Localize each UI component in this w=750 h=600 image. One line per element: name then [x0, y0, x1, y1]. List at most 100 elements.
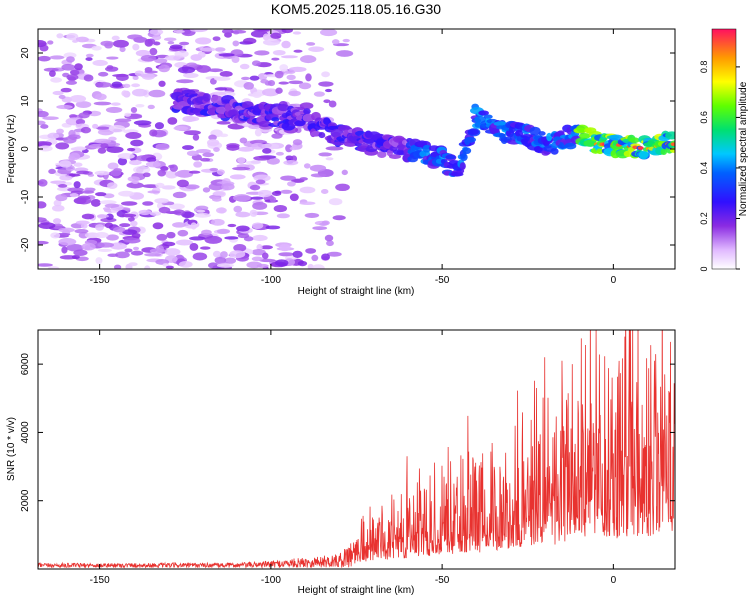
spectrogram-cell — [68, 155, 76, 161]
spectrogram-cell — [165, 170, 178, 179]
spectrogram-cell — [273, 205, 288, 213]
spectrogram-cell — [61, 246, 68, 254]
spectrogram-cell — [154, 122, 164, 130]
spectrogram-ridge-cell — [202, 93, 211, 102]
spectrogram-cell — [112, 39, 129, 48]
spectrogram-cell — [125, 132, 142, 139]
spectrogram-cell — [252, 234, 268, 242]
spectrogram-cell — [211, 91, 227, 96]
spectrogram-cell — [131, 88, 148, 97]
spectrogram-cell — [280, 55, 298, 59]
spectrogram-cell — [299, 177, 308, 181]
spectrogram-x-tick-label: -150 — [90, 275, 110, 286]
spectrogram-x-tick-label: -100 — [261, 275, 281, 286]
spectrogram-ridge-cell — [665, 131, 675, 140]
spectrogram-y-tick-label: -10 — [20, 189, 31, 204]
spectrogram-cell — [66, 32, 79, 41]
spectrogram-cell — [196, 209, 206, 213]
spectrogram-cell — [195, 205, 209, 211]
spectrogram-cell — [194, 37, 212, 45]
spectrogram-ridge-cell — [445, 154, 456, 160]
spectrogram-cell — [260, 245, 273, 250]
spectrogram-cell — [186, 62, 198, 67]
spectrogram-cell — [252, 201, 268, 210]
spectrogram-ridge-cell — [493, 121, 508, 127]
spectrogram-cell — [116, 73, 129, 81]
spectrogram-cell — [42, 116, 59, 120]
spectrogram-ridge-cell — [323, 117, 331, 125]
spectrogram-cell — [135, 104, 145, 108]
spectrogram-cell — [306, 42, 316, 46]
spectrogram-cell — [266, 157, 280, 165]
spectrogram-cell — [325, 146, 344, 151]
spectrogram-cell — [51, 204, 65, 212]
spectrogram-cell — [262, 148, 272, 154]
spectrogram-cell — [248, 124, 262, 130]
spectrogram-cell — [56, 128, 64, 134]
spectrogram-ridge-cell — [628, 137, 640, 144]
spectrogram-cell — [141, 73, 156, 80]
spectrogram-cell — [119, 243, 127, 249]
spectrogram-cell — [194, 213, 211, 218]
spectrogram-cell — [265, 225, 281, 230]
spectrogram-cell — [81, 190, 95, 194]
spectrogram-cell — [239, 137, 248, 144]
spectrogram-ridge-cell — [609, 134, 623, 141]
spectrogram-cell — [177, 229, 189, 237]
spectrogram-cell — [110, 169, 122, 177]
spectrogram-cell — [58, 227, 75, 233]
spectrogram-cell — [192, 252, 208, 261]
spectrogram-cell — [97, 147, 107, 154]
spectrogram-cell — [188, 170, 201, 174]
spectrogram-y-label: Frequency (Hz) — [6, 115, 17, 184]
spectrogram-cell — [246, 261, 263, 269]
spectrogram-cell — [133, 246, 140, 251]
spectrogram-cell — [279, 64, 289, 72]
spectrogram-cell — [65, 80, 78, 85]
spectrogram-cell — [289, 146, 298, 151]
spectrogram-cell — [215, 207, 227, 214]
spectrogram-cell — [95, 126, 110, 130]
spectrogram-cell — [183, 130, 201, 136]
spectrogram-cell — [55, 142, 70, 150]
spectrogram-cell — [73, 162, 83, 167]
spectrogram-cell — [342, 38, 350, 43]
spectrogram-ridge-cell — [478, 110, 489, 116]
spectrogram-cell — [331, 39, 340, 45]
spectrogram-cell — [146, 157, 157, 163]
spectrogram-cell — [232, 40, 240, 47]
spectrogram-cell — [69, 114, 78, 119]
spectrogram-cell — [106, 234, 119, 241]
spectrogram-cell — [126, 182, 144, 189]
spectrogram-cell — [81, 242, 96, 251]
spectrogram-cell — [104, 222, 114, 229]
spectrogram-cell — [254, 50, 270, 56]
snr-y-label: SNR (10 * v/v) — [6, 417, 17, 481]
spectrogram-cell — [121, 213, 137, 218]
spectrogram-y-tick-label: 10 — [20, 95, 31, 107]
snr-axes: -150 -100 -50 0 2000 4000 6000 — [20, 330, 675, 586]
spectrogram-cell — [100, 40, 114, 47]
spectrogram-cell — [68, 173, 81, 177]
snr-line — [38, 330, 675, 569]
spectrogram-cell — [213, 76, 231, 81]
spectrogram-cell — [179, 41, 190, 46]
spectrogram-cell — [218, 53, 235, 57]
spectrogram-cell — [162, 263, 169, 267]
spectrogram-ridge-cell — [310, 130, 321, 137]
spectrogram-cell — [111, 81, 123, 88]
spectrogram-cell — [250, 196, 264, 200]
spectrogram-cell — [133, 120, 152, 126]
spectrogram-ridge-cell — [538, 131, 546, 136]
spectrogram-cell — [154, 198, 169, 204]
spectrogram-cell — [221, 29, 234, 35]
spectrogram-cell — [75, 220, 90, 225]
spectrogram-cell — [38, 201, 47, 209]
spectrogram-cell — [308, 46, 325, 52]
spectrogram-cell — [124, 248, 133, 253]
spectrogram-cell — [174, 50, 189, 58]
spectrogram-cell — [332, 215, 346, 221]
spectrogram-cell — [288, 90, 301, 97]
spectrogram-cell — [261, 143, 280, 150]
